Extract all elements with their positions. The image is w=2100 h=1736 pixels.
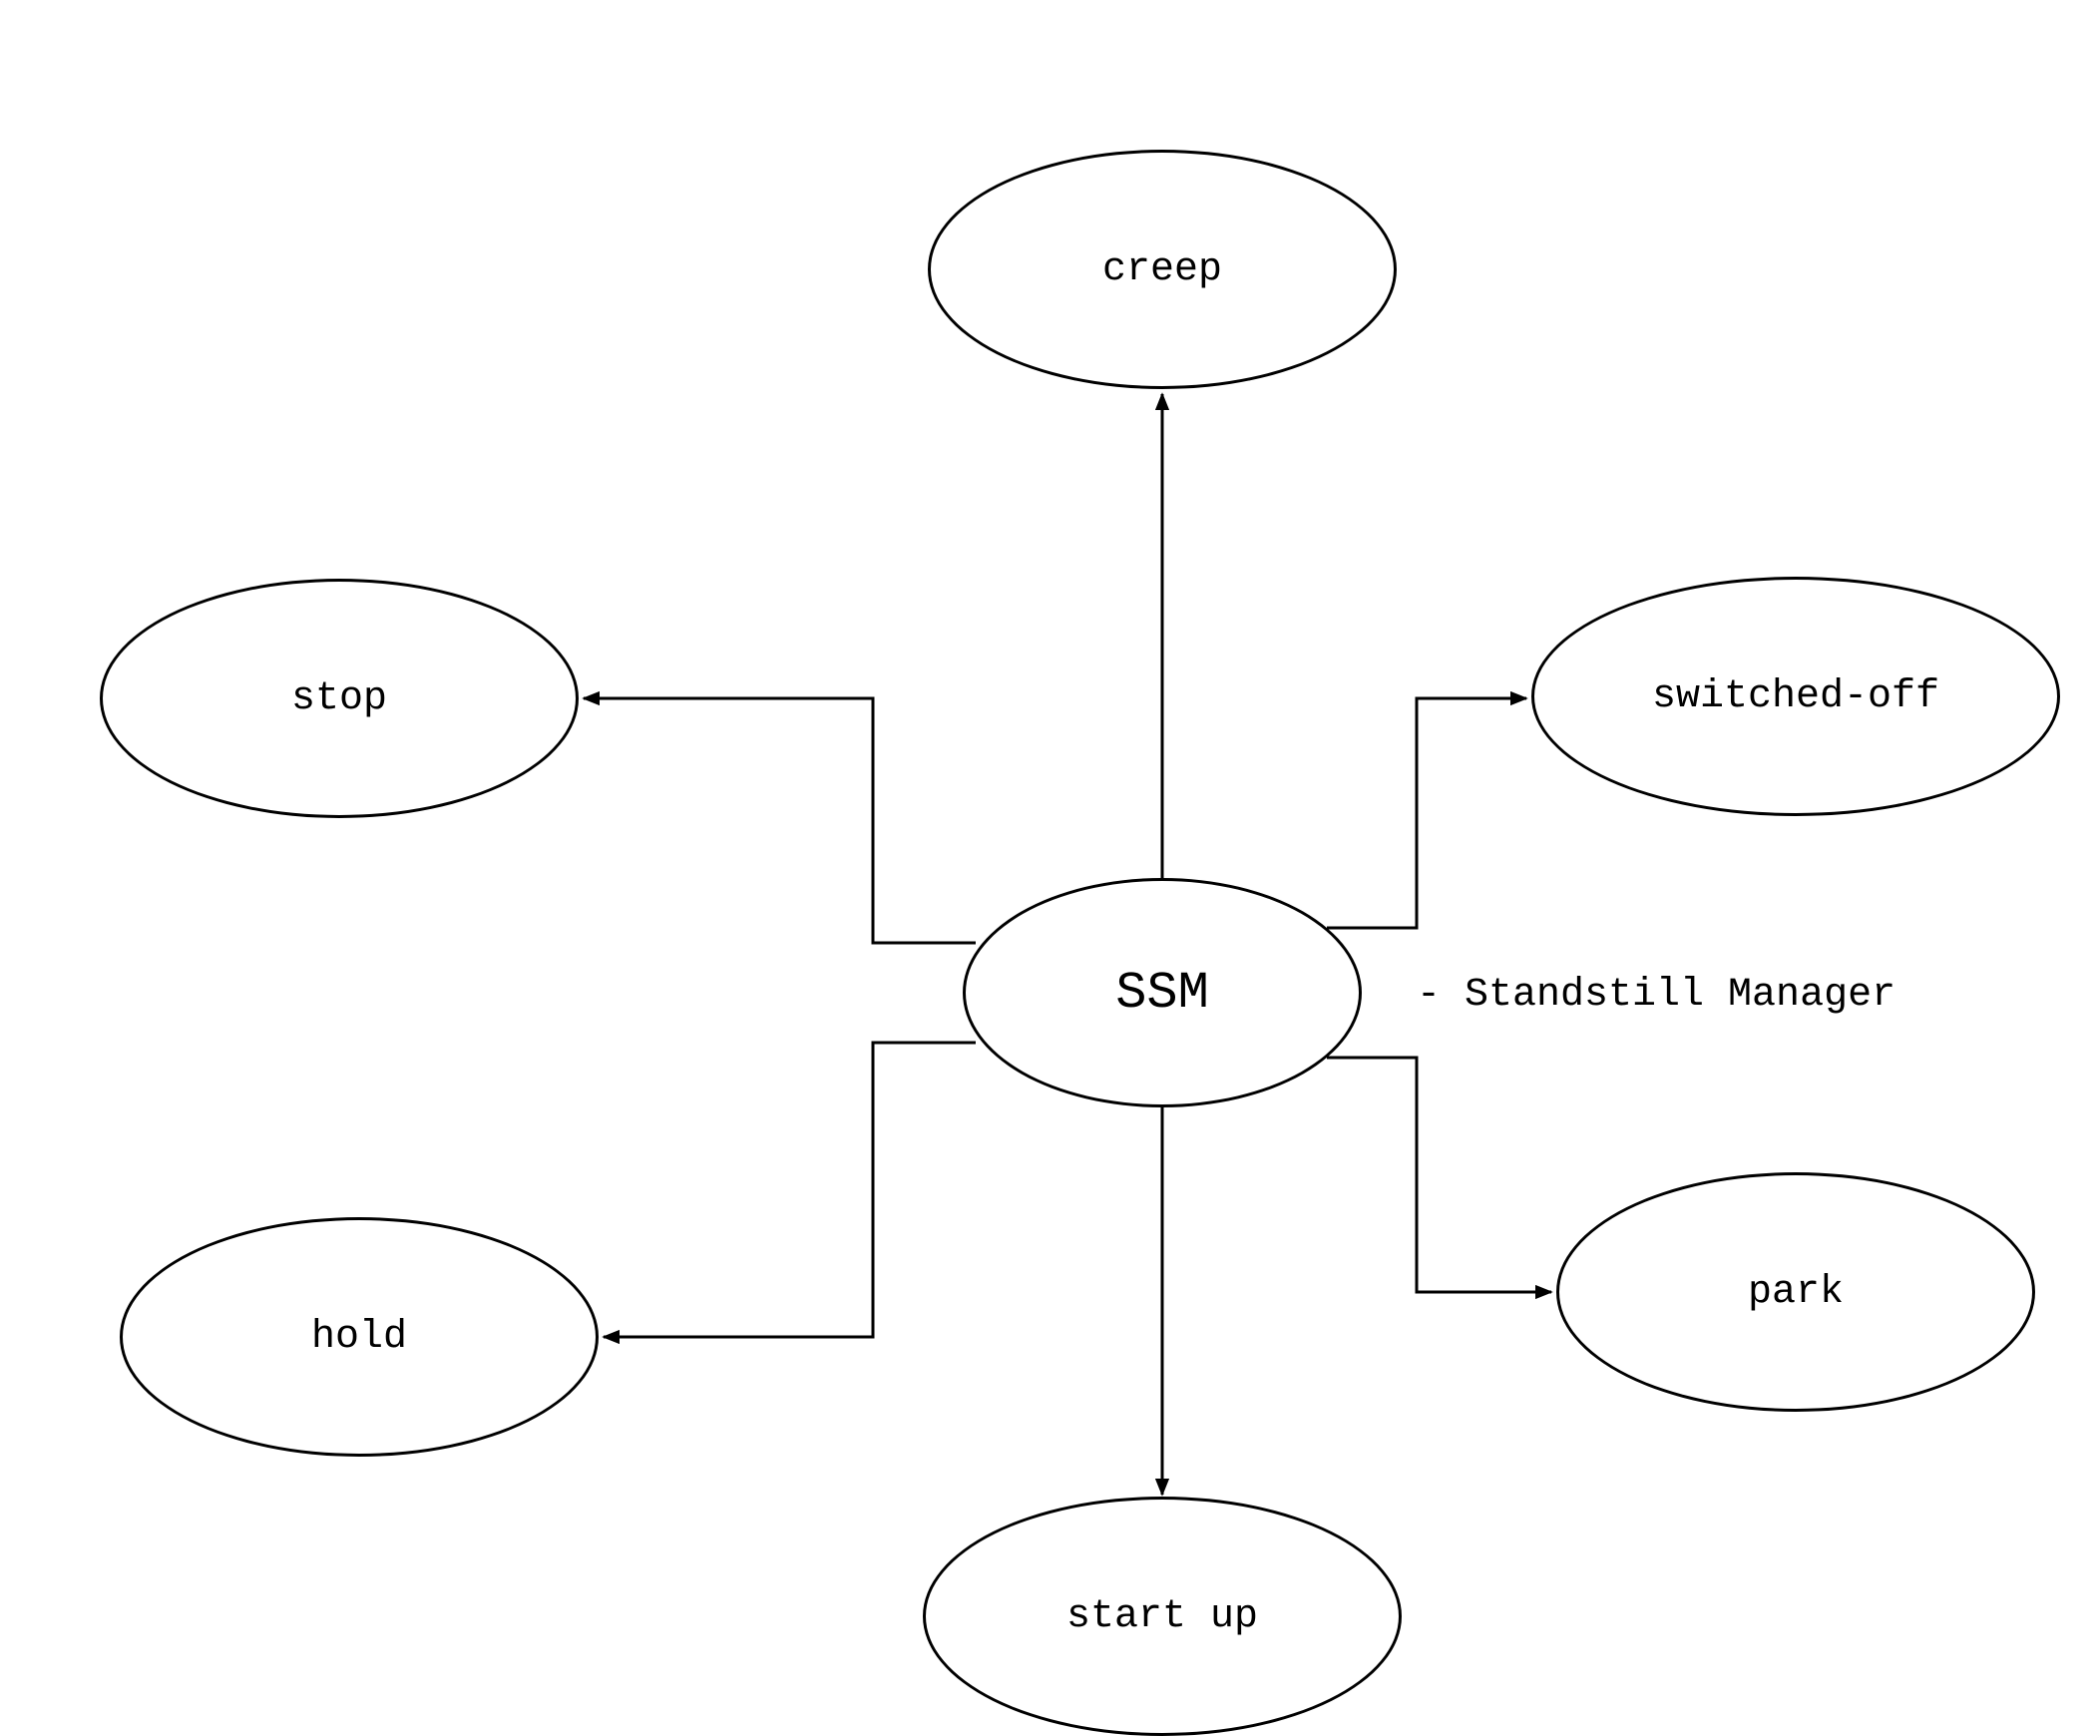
- annotation-text: - Standstill Manager: [1417, 973, 1895, 1018]
- node-park: park: [1556, 1172, 2035, 1412]
- node-stop-label: stop: [291, 676, 387, 721]
- node-stop: stop: [100, 579, 579, 818]
- node-ssm-label: SSM: [1115, 964, 1209, 1023]
- diagram-canvas: SSM creep stop switched-off hold park st…: [0, 0, 2100, 1681]
- node-creep-label: creep: [1102, 247, 1222, 292]
- node-hold-label: hold: [311, 1315, 407, 1360]
- node-start-up: start up: [923, 1497, 1402, 1736]
- edge-ssm-switched_off: [1327, 698, 1526, 928]
- edge-ssm-hold: [604, 1043, 976, 1337]
- annotation-standstill-manager: - Standstill Manager: [1417, 973, 1895, 1018]
- node-start-up-label: start up: [1066, 1594, 1258, 1639]
- node-creep: creep: [928, 150, 1397, 389]
- node-switched-off: switched-off: [1531, 577, 2060, 816]
- node-ssm: SSM: [963, 878, 1362, 1107]
- node-park-label: park: [1748, 1270, 1844, 1315]
- edge-ssm-stop: [584, 698, 976, 943]
- node-switched-off-label: switched-off: [1652, 674, 1939, 719]
- edge-ssm-park: [1327, 1058, 1551, 1292]
- node-hold: hold: [120, 1217, 599, 1457]
